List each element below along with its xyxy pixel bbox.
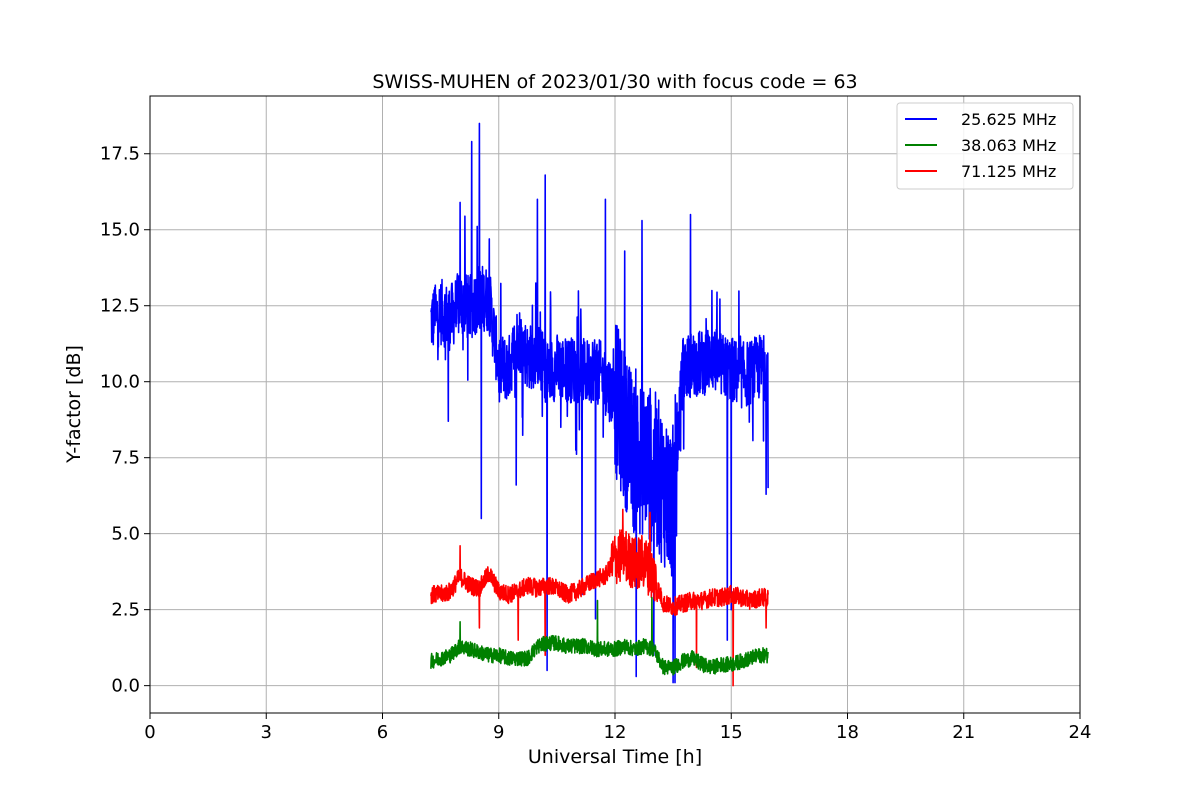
legend-box bbox=[896, 102, 1074, 190]
chart-title: SWISS-MUHEN of 2023/01/30 with focus cod… bbox=[372, 71, 857, 93]
y-tick-label: 12.5 bbox=[100, 296, 140, 317]
x-tick-label: 21 bbox=[952, 722, 975, 743]
x-tick-label: 15 bbox=[720, 722, 743, 743]
x-tick-label: 6 bbox=[377, 722, 388, 743]
series-line-38-063-mhz bbox=[430, 596, 769, 676]
y-tick-label: 7.5 bbox=[111, 448, 140, 469]
x-tick-label: 24 bbox=[1069, 722, 1092, 743]
y-axis-label: Y-factor [dB] bbox=[63, 345, 85, 464]
legend: 25.625 MHz 38.063 MHz 71.125 MHz bbox=[896, 102, 1074, 190]
legend-label: 71.125 MHz bbox=[961, 162, 1056, 181]
x-tick-label: 3 bbox=[261, 722, 272, 743]
x-axis-label: Universal Time [h] bbox=[528, 746, 702, 768]
plot-area bbox=[430, 122, 769, 687]
y-tick-label: 5.0 bbox=[111, 524, 140, 545]
x-tick-label: 12 bbox=[604, 722, 627, 743]
x-tick-label: 0 bbox=[144, 722, 155, 743]
series-line-25-625-mhz bbox=[430, 122, 769, 684]
axis-ticks: 0 3 6 9 12 15 18 21 24 0.0 2.5 5.0 7.5 10.0 12.5 15.0 17… bbox=[100, 144, 1092, 743]
y-tick-label: 2.5 bbox=[111, 600, 140, 621]
y-tick-label: 10.0 bbox=[100, 372, 140, 393]
x-tick-label: 18 bbox=[836, 722, 859, 743]
y-tick-label: 0.0 bbox=[111, 676, 140, 697]
series-line-71-125-mhz bbox=[430, 508, 769, 687]
x-tick-label: 9 bbox=[493, 722, 504, 743]
y-tick-label: 17.5 bbox=[100, 144, 140, 165]
legend-label: 25.625 MHz bbox=[961, 110, 1056, 129]
legend-label: 38.063 MHz bbox=[961, 136, 1056, 155]
y-tick-label: 15.0 bbox=[100, 220, 140, 241]
